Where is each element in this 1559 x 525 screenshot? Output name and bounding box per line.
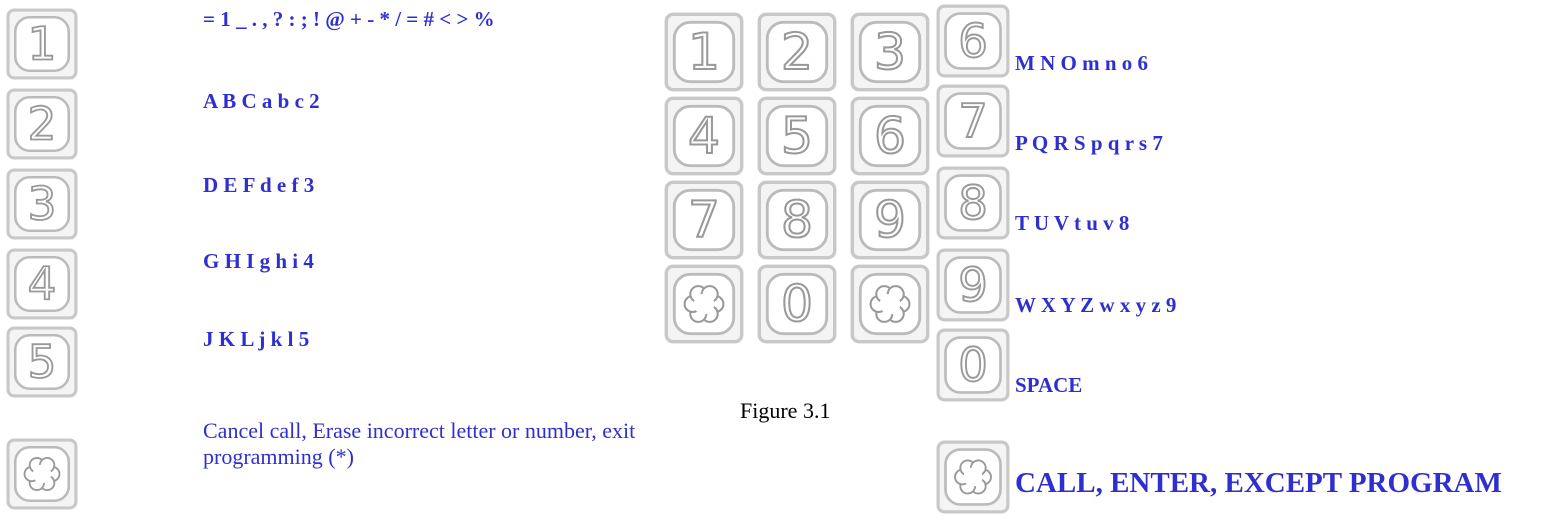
figure-caption: Figure 3.1 bbox=[740, 398, 831, 423]
key-description: G H I g h i 4 bbox=[203, 249, 314, 273]
key-icon: 3 bbox=[850, 12, 930, 92]
key-label: 0 bbox=[781, 274, 813, 333]
key-label: 5 bbox=[781, 106, 813, 165]
key-icon: 9 bbox=[850, 180, 930, 260]
key-icon: 2 bbox=[6, 88, 78, 160]
key-label: 0 bbox=[958, 338, 988, 392]
key-icon: 2 bbox=[757, 12, 837, 92]
key-icon: 7 bbox=[936, 84, 1010, 158]
key-description: A B C a b c 2 bbox=[203, 89, 320, 113]
key-label: 8 bbox=[958, 176, 988, 230]
key-label: 3 bbox=[874, 22, 906, 81]
key-label: 2 bbox=[28, 97, 57, 150]
key-icon: 7 bbox=[664, 180, 744, 260]
key-label: 6 bbox=[874, 106, 906, 165]
key-icon: 4 bbox=[664, 96, 744, 176]
key-label: 7 bbox=[688, 190, 720, 249]
key-description: M N O m n o 6 bbox=[1015, 51, 1148, 75]
key-label: 4 bbox=[28, 257, 57, 310]
key-description: W X Y Z w x y z 9 bbox=[1015, 293, 1177, 317]
key-icon: 3 bbox=[6, 168, 78, 240]
key-icon: 6 bbox=[850, 96, 930, 176]
key-label: 2 bbox=[781, 22, 813, 81]
key-label: 3 bbox=[28, 177, 57, 230]
key-icon bbox=[664, 264, 744, 344]
key-description: P Q R S p q r s 7 bbox=[1015, 131, 1163, 155]
key-label: 6 bbox=[958, 14, 988, 68]
key-icon: 0 bbox=[936, 328, 1010, 402]
key-icon: 1 bbox=[6, 8, 78, 80]
key-description: D E F d e f 3 bbox=[203, 173, 315, 197]
key-label: 1 bbox=[28, 17, 57, 70]
key-icon: 4 bbox=[6, 248, 78, 320]
key-icon: 8 bbox=[936, 166, 1010, 240]
key-label: 4 bbox=[688, 106, 720, 165]
key-description: Cancel call, Erase incorrect letter or n… bbox=[203, 418, 636, 469]
key-icon: 5 bbox=[6, 326, 78, 398]
key-icon: 8 bbox=[757, 180, 837, 260]
key-description: CALL, ENTER, EXCEPT PROGRAM bbox=[1015, 467, 1502, 499]
key-icon bbox=[850, 264, 930, 344]
key-description: T U V t u v 8 bbox=[1015, 211, 1130, 235]
key-icon bbox=[936, 440, 1010, 514]
key-description: J K L j k l 5 bbox=[203, 327, 310, 351]
key-icon: 9 bbox=[936, 248, 1010, 322]
key-label: 8 bbox=[781, 190, 813, 249]
key-icon: 0 bbox=[757, 264, 837, 344]
key-icon: 5 bbox=[757, 96, 837, 176]
key-label: 7 bbox=[958, 94, 988, 148]
key-icon: 6 bbox=[936, 4, 1010, 78]
key-description: = 1 _ . , ? : ; ! @ + - * / = # < > % bbox=[203, 7, 495, 31]
key-label: 9 bbox=[874, 190, 906, 249]
key-icon: 1 bbox=[664, 12, 744, 92]
key-description: SPACE bbox=[1015, 373, 1083, 397]
key-label: 9 bbox=[958, 258, 988, 312]
key-label: 1 bbox=[688, 22, 720, 81]
key-icon bbox=[6, 438, 78, 510]
key-label: 5 bbox=[28, 335, 57, 388]
